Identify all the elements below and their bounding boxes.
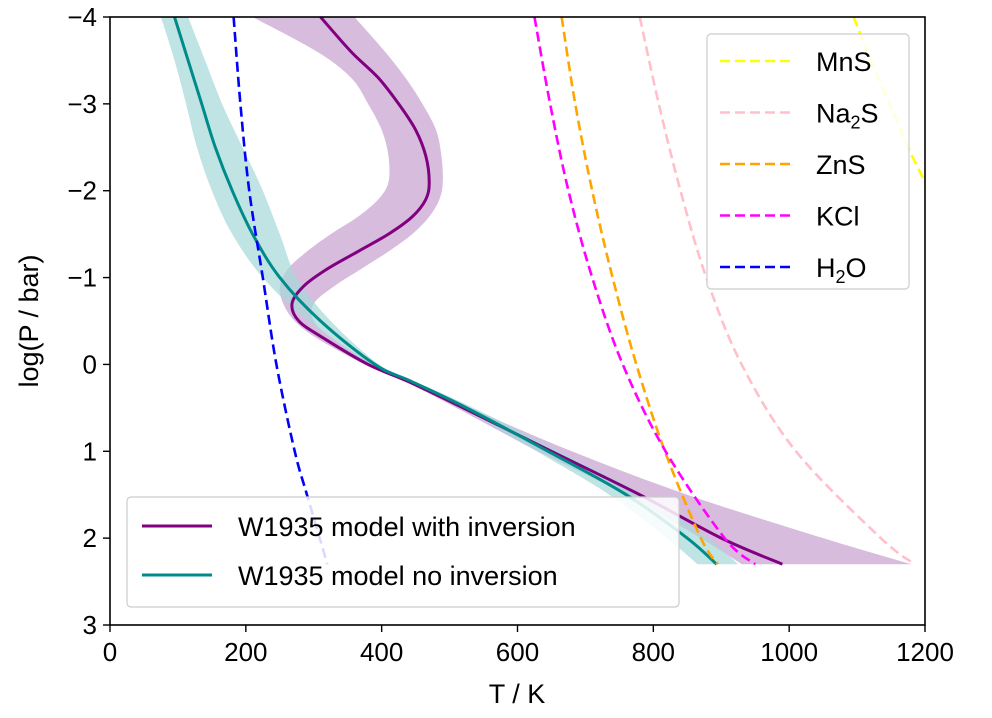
h2o-line: [232, 17, 329, 565]
kcl-line: [533, 17, 757, 566]
uncertainty-bands: [160, 17, 912, 565]
y-tick-label: −1: [67, 263, 97, 293]
y-tick-label: 3: [83, 610, 97, 640]
na2s-line: [638, 17, 916, 566]
legend-models: W1935 model with inversion W1935 model no…: [126, 496, 680, 608]
y-tick-label: 0: [83, 349, 97, 379]
legend-label: W1935 model no inversion: [238, 561, 558, 591]
legend-label: MnS: [816, 47, 872, 77]
x-tick-label: 800: [632, 637, 675, 667]
w1935-model-no-inversion-band: [160, 17, 739, 565]
x-tick-label: 1000: [760, 637, 818, 667]
y-tick-label: −2: [67, 176, 97, 206]
y-axis: −4 −3 −2 −1 0 1 2 3: [67, 2, 110, 640]
y-axis-label: log(P / bar): [14, 254, 44, 387]
x-tick-label: 0: [103, 637, 117, 667]
y-tick-label: 2: [83, 523, 97, 553]
legend-box: [706, 33, 910, 290]
legend-label: W1935 model with inversion: [238, 512, 576, 542]
x-axis-label: T / K: [489, 679, 546, 709]
zns-line: [560, 17, 719, 565]
w1935-model-with-inversion-band: [252, 17, 912, 565]
legend-box: [126, 496, 680, 608]
y-tick-label: 1: [83, 436, 97, 466]
series-lines: [173, 17, 925, 566]
legend-label: KCl: [816, 202, 860, 232]
y-tick-label: −4: [67, 2, 97, 32]
x-axis: 0 200 400 600 800 1000 1200: [103, 625, 954, 667]
w1935-model-no-inversion-line: [173, 17, 718, 566]
x-tick-label: 1200: [896, 637, 954, 667]
y-tick-label: −3: [67, 89, 97, 119]
x-tick-label: 400: [360, 637, 403, 667]
x-tick-label: 600: [496, 637, 539, 667]
legend-label: ZnS: [816, 150, 866, 180]
x-tick-label: 200: [224, 637, 267, 667]
legend-label: Na2S: [816, 99, 879, 133]
